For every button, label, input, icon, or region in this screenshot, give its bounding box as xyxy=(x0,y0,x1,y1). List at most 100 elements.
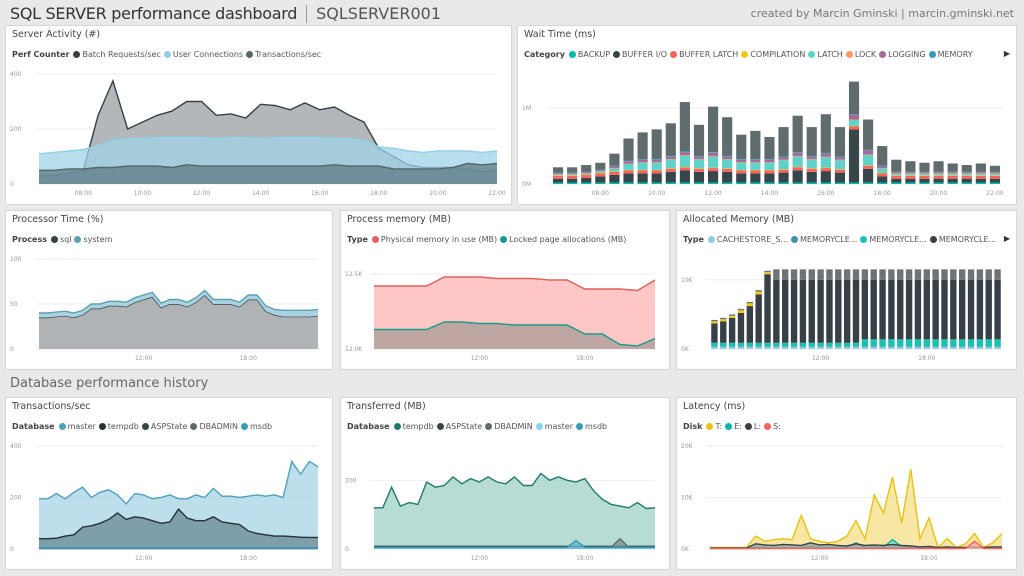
legend-item[interactable]: system xyxy=(74,235,112,244)
bar-segment[interactable] xyxy=(736,182,747,184)
bar-segment[interactable] xyxy=(879,339,886,347)
bar-segment[interactable] xyxy=(708,156,719,168)
bar-segment[interactable] xyxy=(923,346,930,347)
bar-segment[interactable] xyxy=(994,279,1001,340)
bar-segment[interactable] xyxy=(834,157,845,160)
bar-segment[interactable] xyxy=(609,171,620,172)
bar-segment[interactable] xyxy=(897,269,904,280)
bar-segment[interactable] xyxy=(737,346,745,349)
bar-segment[interactable] xyxy=(609,153,620,166)
bar-segment[interactable] xyxy=(782,346,789,349)
bar-segment[interactable] xyxy=(552,175,564,176)
bar-segment[interactable] xyxy=(790,346,798,347)
bar-segment[interactable] xyxy=(623,160,634,162)
bar-segment[interactable] xyxy=(746,306,754,343)
bar-segment[interactable] xyxy=(941,269,948,280)
bar-segment[interactable] xyxy=(843,279,851,343)
bar-segment[interactable] xyxy=(994,339,1001,347)
bar-segment[interactable] xyxy=(879,346,886,349)
bar-segment[interactable] xyxy=(792,167,803,171)
bar-segment[interactable] xyxy=(806,155,817,157)
bar-segment[interactable] xyxy=(764,346,771,349)
legend-item[interactable]: Transactions/sec xyxy=(246,50,321,59)
bar-segment[interactable] xyxy=(941,279,948,340)
bar-segment[interactable] xyxy=(651,129,662,159)
bar-segment[interactable] xyxy=(708,167,719,169)
bar-segment[interactable] xyxy=(746,342,754,347)
bar-segment[interactable] xyxy=(835,346,842,347)
bar-segment[interactable] xyxy=(905,279,913,340)
panel-latency[interactable]: Latency (ms) Disk T: E: L: S: 0K 10K 20K 12:00 18… xyxy=(676,397,1017,570)
legend-item[interactable]: MEMORYCLE... xyxy=(929,235,996,244)
bar-segment[interactable] xyxy=(820,157,831,168)
bar-segment[interactable] xyxy=(891,173,902,176)
bar-segment[interactable] xyxy=(623,173,634,183)
bar-segment[interactable] xyxy=(919,178,930,183)
bar-segment[interactable] xyxy=(665,168,676,172)
legend-item[interactable]: User Connections xyxy=(163,50,243,59)
bar-segment[interactable] xyxy=(736,159,747,162)
bar-segment[interactable] xyxy=(834,172,845,183)
bar-segment[interactable] xyxy=(728,315,736,318)
bar-segment[interactable] xyxy=(764,173,775,183)
bar-segment[interactable] xyxy=(708,171,719,183)
bar-segment[interactable] xyxy=(722,171,733,183)
bar-segment[interactable] xyxy=(728,342,736,347)
bar-segment[interactable] xyxy=(693,182,705,184)
bar-segment[interactable] xyxy=(914,339,922,347)
bar-segment[interactable] xyxy=(623,170,634,174)
series-line[interactable] xyxy=(374,539,655,549)
bar-segment[interactable] xyxy=(905,161,916,172)
bar-segment[interactable] xyxy=(679,166,690,168)
bar-segment[interactable] xyxy=(651,158,662,160)
bar-segment[interactable] xyxy=(975,173,986,176)
bar-segment[interactable] xyxy=(820,168,831,172)
bar-segment[interactable] xyxy=(623,182,634,184)
bar-segment[interactable] xyxy=(722,117,733,156)
bar-segment[interactable] xyxy=(750,130,761,159)
bar-segment[interactable] xyxy=(905,346,913,347)
bar-segment[interactable] xyxy=(914,346,922,347)
bar-segment[interactable] xyxy=(870,346,877,347)
bar-segment[interactable] xyxy=(720,319,727,322)
bar-segment[interactable] xyxy=(985,339,992,347)
bar-segment[interactable] xyxy=(581,171,592,173)
bar-segment[interactable] xyxy=(877,176,888,183)
bar-segment[interactable] xyxy=(736,134,747,159)
bar-segment[interactable] xyxy=(708,106,719,153)
bar-segment[interactable] xyxy=(728,346,736,347)
bar-segment[interactable] xyxy=(891,175,902,179)
series-line[interactable] xyxy=(39,162,498,172)
bar-segment[interactable] xyxy=(933,173,944,176)
bar-segment[interactable] xyxy=(693,158,705,160)
bar-segment[interactable] xyxy=(879,269,886,280)
bar-segment[interactable] xyxy=(722,155,733,157)
bar-segment[interactable] xyxy=(848,114,860,115)
bar-segment[interactable] xyxy=(792,170,803,183)
bar-segment[interactable] xyxy=(914,346,922,349)
bar-segment[interactable] xyxy=(799,269,807,280)
bar-segment[interactable] xyxy=(820,171,831,183)
bar-segment[interactable] xyxy=(808,342,815,347)
bar-segment[interactable] xyxy=(976,279,984,340)
bar-segment[interactable] xyxy=(975,178,986,183)
bar-segment[interactable] xyxy=(852,269,860,280)
bar-segment[interactable] xyxy=(746,346,754,347)
bar-segment[interactable] xyxy=(806,159,817,169)
bar-segment[interactable] xyxy=(933,161,944,172)
bar-segment[interactable] xyxy=(623,161,634,164)
bar-segment[interactable] xyxy=(651,162,662,170)
bar-segment[interactable] xyxy=(933,173,944,174)
bar-segment[interactable] xyxy=(665,156,676,159)
bar-segment[interactable] xyxy=(808,346,815,347)
bar-segment[interactable] xyxy=(720,346,727,347)
bar-segment[interactable] xyxy=(736,162,747,163)
legend-item[interactable]: Locked page allocations (MB) xyxy=(500,235,626,244)
bar-segment[interactable] xyxy=(879,279,886,340)
bar-segment[interactable] xyxy=(863,154,874,166)
bar-segment[interactable] xyxy=(755,291,762,295)
bar-segment[interactable] xyxy=(764,274,771,343)
bar-segment[interactable] xyxy=(728,317,736,343)
bar-segment[interactable] xyxy=(961,173,972,174)
bar-segment[interactable] xyxy=(961,172,972,174)
